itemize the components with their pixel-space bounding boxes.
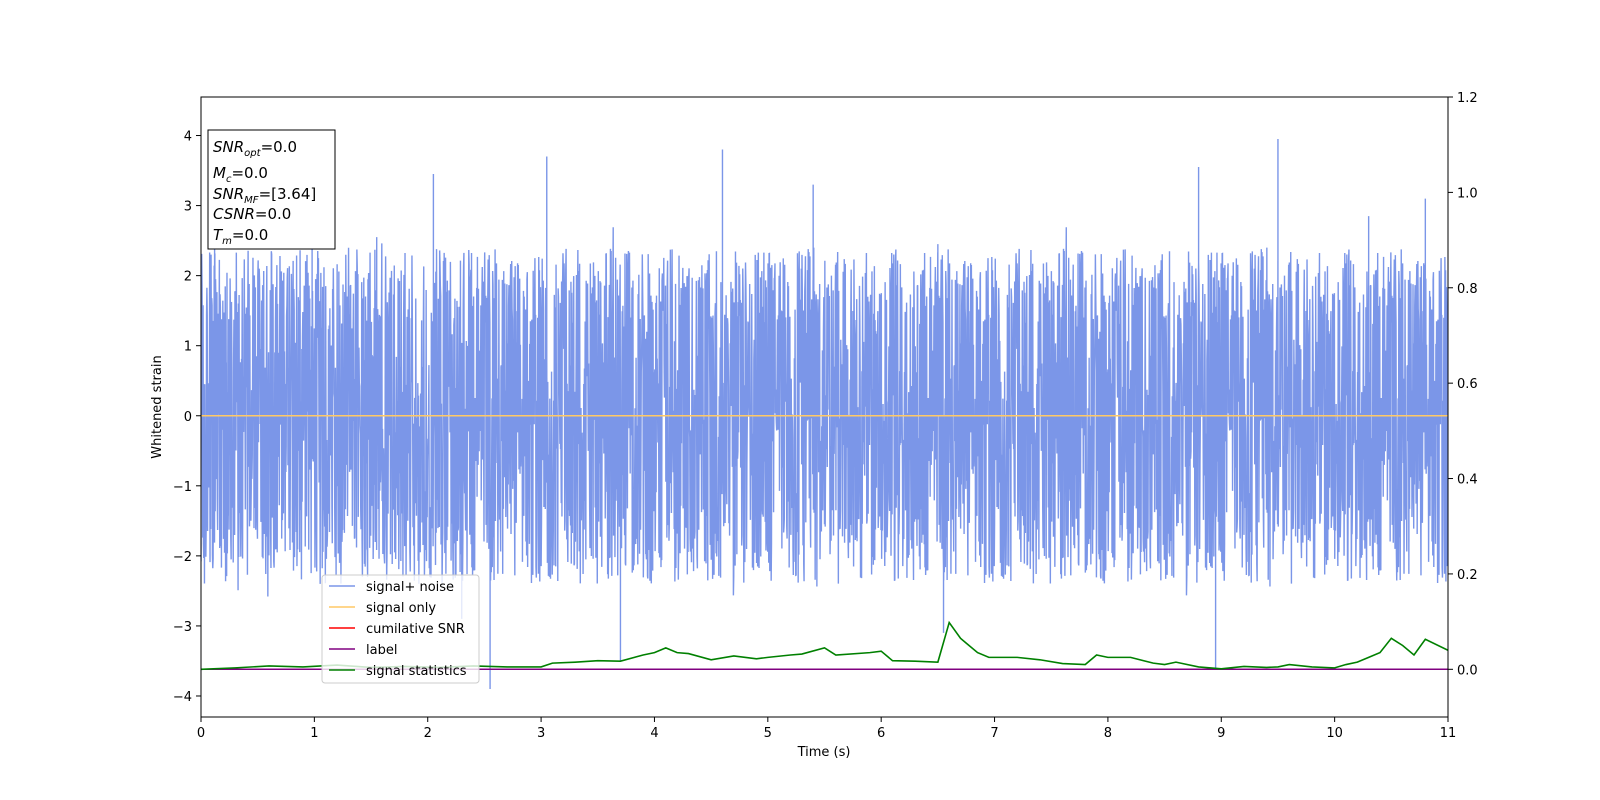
y2-tick-label: 0.2 <box>1457 568 1478 583</box>
y-axis-label: Whitened strain <box>150 355 165 458</box>
x-axis: 0 1 2 3 4 5 6 7 8 9 10 11 <box>197 717 1456 741</box>
plot-frame <box>200 96 1449 718</box>
x-tick-label: 1 <box>310 726 318 741</box>
y-tick-label: −3 <box>173 620 192 635</box>
x-tick-label: 9 <box>1217 726 1225 741</box>
y-tick-label: −4 <box>173 690 192 705</box>
x-tick-label: 10 <box>1326 726 1343 741</box>
signal-noise-line <box>201 139 1448 689</box>
annotation-box: SNRopt=0.0 Mc=0.0 SNRMF=[3.64] CSNR=0.0 … <box>207 129 336 250</box>
y2-tick-label: 1.0 <box>1457 186 1478 201</box>
y2-tick-label: 0.8 <box>1457 282 1478 297</box>
y2-tick-label: 1.2 <box>1457 91 1478 106</box>
y-tick-label: 2 <box>184 270 192 285</box>
y2-tick-label: 0.4 <box>1457 473 1478 488</box>
legend-label-signal-only: signal only <box>366 601 436 616</box>
annotation-snr-mf: SNRMF=[3.64] <box>213 185 316 206</box>
x-tick-label: 6 <box>877 726 885 741</box>
x-tick-label: 3 <box>537 726 545 741</box>
signal-statistics-series <box>201 620 1448 671</box>
y-tick-label: 4 <box>184 130 192 145</box>
annotation-tm: Tm=0.0 <box>213 226 268 247</box>
legend: signal+ noise signal only cumilative SNR… <box>321 574 480 684</box>
y2-tick-label: 0.6 <box>1457 377 1478 392</box>
y-axis-right: 1.2 1.0 0.8 0.6 0.4 0.2 0.0 <box>1448 91 1478 678</box>
y-tick-label: 3 <box>184 200 192 215</box>
x-tick-label: 4 <box>650 726 658 741</box>
legend-label-signal-noise: signal+ noise <box>366 580 454 595</box>
signal-noise-series <box>201 139 1448 689</box>
y2-tick-label: 0.0 <box>1457 663 1478 678</box>
legend-label-label: label <box>366 643 397 658</box>
legend-label-signal-statistics: signal statistics <box>366 664 467 679</box>
x-axis-label: Time (s) <box>797 745 851 760</box>
y-tick-label: 1 <box>184 340 192 355</box>
x-tick-label: 5 <box>764 726 772 741</box>
x-tick-label: 11 <box>1440 726 1457 741</box>
annotation-snr-opt: SNRopt=0.0 <box>213 138 297 159</box>
y-axis-left: 4 3 2 1 0 −1 −2 −3 −4 <box>173 130 201 705</box>
x-tick-label: 8 <box>1104 726 1112 741</box>
x-tick-label: 0 <box>197 726 205 741</box>
x-tick-label: 2 <box>424 726 432 741</box>
x-tick-label: 7 <box>990 726 998 741</box>
y-tick-label: −1 <box>173 480 192 495</box>
annotation-mc: Mc=0.0 <box>213 164 268 185</box>
y-tick-label: 0 <box>184 410 192 425</box>
y-tick-label: −2 <box>173 550 192 565</box>
annotation-csnr: CSNR=0.0 <box>213 205 291 223</box>
legend-label-cumulative-snr: cumilative SNR <box>366 622 465 637</box>
